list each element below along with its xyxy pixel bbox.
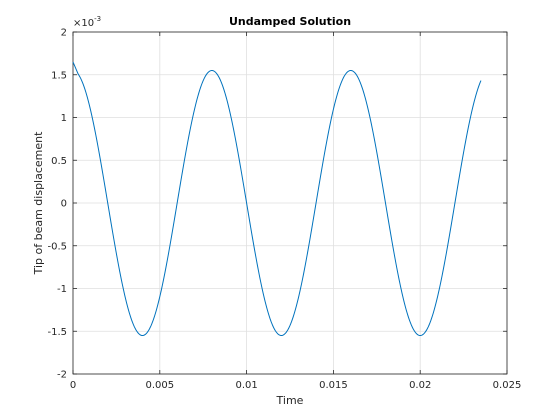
- chart-title: Undamped Solution: [229, 15, 351, 28]
- y-tick-label: 2: [61, 28, 67, 39]
- y-tick-label: 1.5: [51, 70, 67, 81]
- y-tick-label: -1: [57, 284, 67, 295]
- y-tick-label: 1: [61, 113, 67, 124]
- x-tick-label: 0.02: [409, 380, 431, 391]
- axis-ticks: 0 0.005 0.01 0.015 0.02 0.025 -2 -1.5 -1 -0.5 0 0.5…: [47, 28, 521, 392]
- x-axis-label: Time: [276, 394, 304, 407]
- y-tick-label: 0: [61, 199, 67, 210]
- y-tick-label: -0.5: [47, 241, 67, 252]
- y-tick-label: 0.5: [51, 156, 67, 167]
- y-tick-label: -2: [57, 370, 67, 381]
- y-axis-exponent: ×10-3: [73, 15, 101, 29]
- x-tick-label: 0.01: [235, 380, 257, 391]
- y-exponent-base: ×10: [73, 18, 94, 29]
- y-axis-label: Tip of beam displacement: [32, 131, 45, 276]
- series-line: [72, 61, 482, 337]
- y-tick-label: -1.5: [47, 327, 67, 338]
- x-tick-label: 0.005: [145, 380, 174, 391]
- x-tick-label: 0.025: [493, 380, 522, 391]
- x-tick-label: 0.015: [319, 380, 348, 391]
- x-tick-label: 0: [70, 380, 76, 391]
- y-exponent-power: -3: [94, 15, 101, 23]
